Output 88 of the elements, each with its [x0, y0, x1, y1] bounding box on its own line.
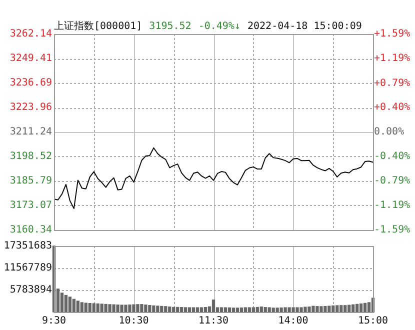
bar — [332, 305, 335, 312]
bar — [72, 298, 76, 312]
y-tick-label: 3198.52 — [10, 151, 52, 162]
bar — [340, 305, 343, 312]
text: 3195.52 — [149, 21, 192, 32]
bar — [204, 306, 208, 312]
y-tick-label: 3262.14 — [10, 28, 52, 40]
y2-tick-label: +0.40% — [374, 102, 410, 113]
bar — [300, 307, 303, 312]
x-tick-label: 10:30 — [118, 316, 149, 327]
bar — [212, 300, 216, 312]
bar — [284, 307, 287, 312]
y-tick-label: 3173.07 — [10, 200, 52, 212]
bar — [156, 306, 160, 312]
bar — [268, 307, 271, 312]
bar — [276, 308, 279, 312]
bar — [112, 304, 116, 312]
y2-tick-label: +1.59% — [374, 28, 410, 40]
bar — [232, 308, 236, 312]
bar — [64, 294, 68, 312]
y-tick-label: 17351683 — [4, 240, 52, 252]
chart-title: 上证指数[000001] — [54, 21, 142, 32]
bar — [296, 307, 299, 312]
bar — [120, 304, 124, 312]
bar — [168, 306, 172, 312]
bar — [280, 307, 283, 312]
bar — [60, 292, 64, 312]
y-tick-label: 11567789 — [4, 262, 52, 274]
x-tick-label: 11:30 — [198, 316, 229, 327]
bar — [100, 304, 104, 312]
y-tick-label: 5783894 — [10, 284, 52, 296]
y2-tick-label: -1.59% — [374, 224, 410, 236]
bar — [84, 302, 88, 312]
bar — [128, 304, 132, 312]
x-tick-label: 14:00 — [278, 316, 308, 327]
bar — [132, 304, 136, 312]
y-tick-label: 3236.69 — [10, 78, 52, 89]
x-tick-label: 15:00 — [358, 316, 388, 327]
bar — [148, 305, 152, 312]
bar — [288, 307, 291, 312]
bar — [164, 306, 168, 312]
bar — [336, 305, 339, 312]
y-tick-label: 3223.96 — [10, 102, 52, 114]
bar — [124, 304, 128, 312]
bar — [355, 304, 359, 312]
bar — [68, 296, 72, 312]
y2-tick-label: +0.79% — [374, 78, 410, 89]
x-tick-label: 9:30 — [42, 316, 66, 327]
bar — [260, 306, 263, 312]
y2-tick-label: +1.19% — [374, 53, 410, 64]
y-tick-label: 3211.24 — [10, 126, 52, 138]
y2-tick-label: -0.79% — [374, 175, 410, 186]
bar — [88, 303, 92, 312]
bar — [344, 305, 347, 312]
bar — [104, 304, 108, 312]
bar — [140, 304, 144, 312]
bar — [363, 302, 367, 312]
bar — [312, 306, 315, 312]
bar — [116, 304, 120, 312]
y2-tick-label: -1.19% — [374, 200, 410, 211]
bar — [359, 303, 363, 312]
bar — [92, 303, 96, 312]
bar — [96, 303, 100, 312]
bar — [152, 305, 156, 312]
bar — [136, 304, 140, 312]
bar — [272, 308, 275, 312]
bar — [144, 304, 148, 312]
bar — [236, 308, 240, 312]
bar — [264, 306, 267, 312]
bar — [316, 306, 319, 312]
bar — [292, 307, 295, 312]
bar — [180, 306, 184, 312]
bar — [324, 306, 327, 312]
bar — [80, 302, 84, 312]
bar — [108, 304, 112, 312]
bar — [184, 307, 188, 312]
y-tick-label: 3249.41 — [10, 53, 52, 64]
y2-tick-label: -0.40% — [374, 151, 410, 162]
y2-tick-label: 0.00% — [374, 126, 404, 138]
bar — [328, 306, 331, 312]
bar — [76, 300, 80, 312]
bar — [304, 306, 307, 312]
y-tick-label: 3160.34 — [10, 224, 52, 236]
bar — [320, 306, 323, 312]
y-tick-label: 3185.79 — [10, 176, 52, 187]
bar — [308, 306, 311, 312]
text: -0.49%↓ — [198, 21, 240, 32]
text: 2022-04-18 15:00:09 — [247, 21, 362, 32]
